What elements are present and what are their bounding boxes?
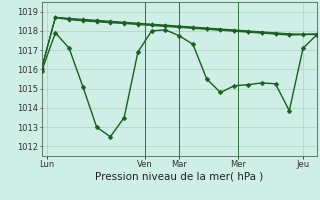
X-axis label: Pression niveau de la mer( hPa ): Pression niveau de la mer( hPa ) bbox=[95, 172, 263, 182]
